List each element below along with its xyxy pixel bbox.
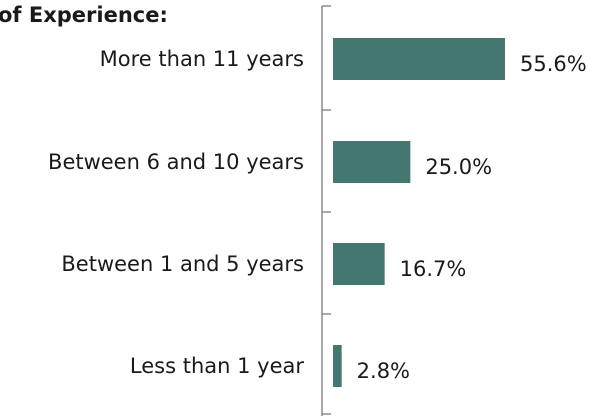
bar [333,243,385,285]
chart-title: of Experience: [0,3,168,27]
category-label: Less than 1 year [130,354,304,378]
value-label: 25.0% [425,155,492,179]
category-axis [321,5,331,416]
bar [333,141,411,183]
bar [333,345,342,387]
category-label: Between 1 and 5 years [61,252,304,276]
value-label: 2.8% [357,359,410,383]
bar [333,38,505,80]
category-label: Between 6 and 10 years [48,150,304,174]
category-label: More than 11 years [100,47,304,71]
bars-group [333,38,505,387]
value-label: 16.7% [400,257,467,281]
labels-group: More than 11 years 55.6% Between 6 and 10 … [48,47,587,383]
value-label: 55.6% [520,52,587,76]
